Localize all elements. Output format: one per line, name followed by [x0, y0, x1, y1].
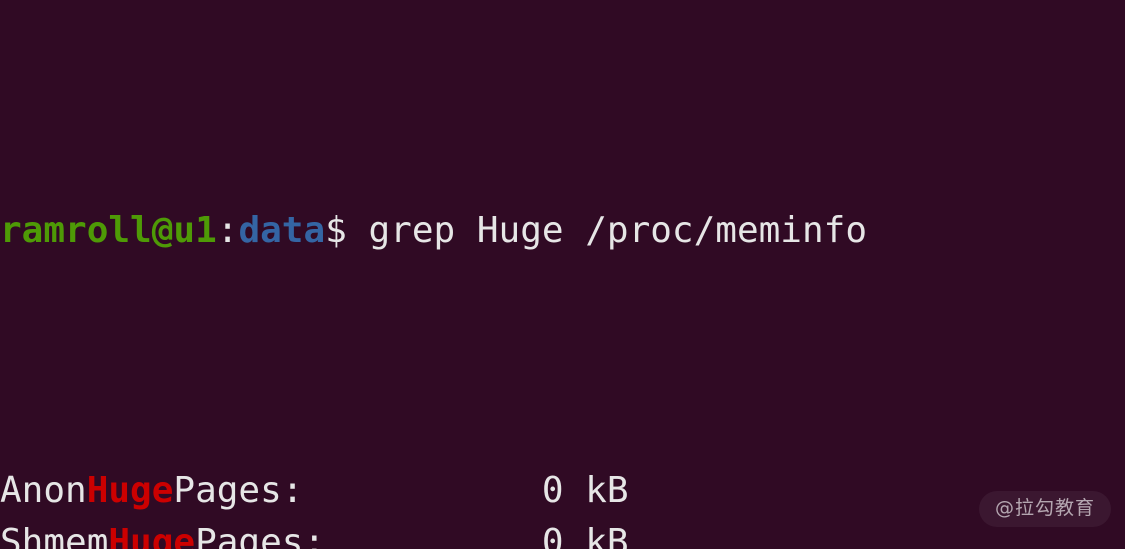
- watermark-badge: @拉勾教育: [978, 491, 1111, 527]
- output-value: 0: [303, 470, 564, 511]
- grep-match-highlight: Huge: [108, 522, 196, 549]
- output-label-suffix: Pages:: [173, 470, 304, 511]
- grep-match-highlight: Huge: [86, 470, 174, 511]
- output-value: 0: [325, 522, 564, 549]
- output-label-suffix: Pages:: [195, 522, 326, 549]
- output-unit: kB: [563, 522, 629, 549]
- prompt-separator: :: [216, 210, 239, 251]
- output-label-prefix: Anon: [0, 470, 87, 511]
- prompt-user-host: ramroll@u1: [0, 210, 217, 251]
- prompt-path: data: [238, 210, 326, 251]
- output-unit: kB: [563, 470, 629, 511]
- command-text: grep Huge /proc/meminfo: [368, 210, 868, 251]
- terminal-command-line: ramroll@u1:data$ grep Huge /proc/meminfo: [0, 205, 1125, 257]
- output-label-prefix: Shmem: [0, 522, 109, 549]
- prompt-sigil: $: [325, 210, 369, 251]
- terminal-output-line: AnonHugePages: 0 kB: [0, 465, 1125, 517]
- terminal-output-line: ShmemHugePages: 0 kB: [0, 517, 1125, 549]
